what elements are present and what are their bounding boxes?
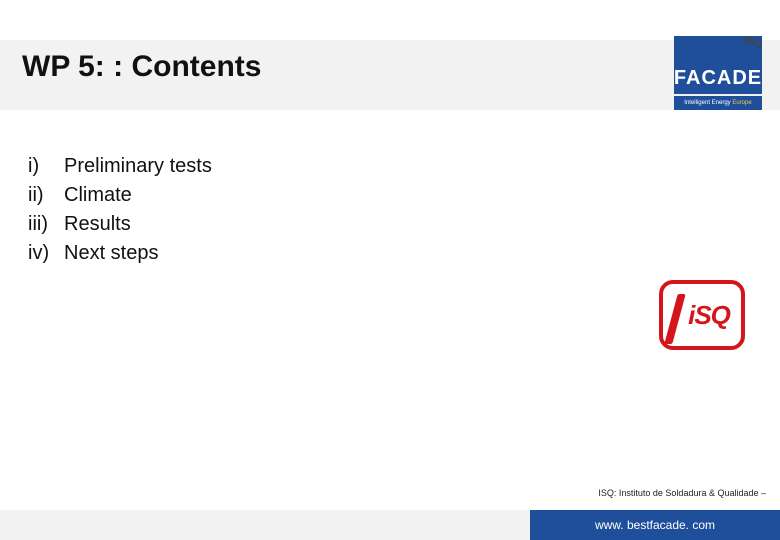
list-marker: iii) [28,213,64,236]
list-marker: i) [28,155,64,178]
list-item-text: Preliminary tests [64,155,212,178]
page-title: WP 5: : Contents [22,50,261,84]
facade-logo-text: FACADE [674,67,762,90]
isq-logo-box: iSQ [659,280,745,350]
list-item: iv) Next steps [28,242,212,265]
facade-strip-eu: Europe [731,100,752,106]
footer-url-block: www. bestfacade. com [530,510,780,540]
facade-logo-panel: BEST FACADE [674,36,762,94]
list-marker: ii) [28,184,64,207]
best-ribbon-text: BEST [741,36,762,55]
facade-logo-strip: Intelligent Energy Europe [674,96,762,110]
facade-logo: BEST FACADE Intelligent Energy Europe [674,36,762,116]
list-item-text: Climate [64,184,132,207]
slide: WP 5: : Contents BEST FACADE Intelligent… [0,0,780,540]
list-item: ii) Climate [28,184,212,207]
list-item: i) Preliminary tests [28,155,212,178]
contents-list: i) Preliminary tests ii) Climate iii) Re… [28,155,212,271]
facade-strip-prefix: Intelligent Energy [684,100,730,106]
list-item-text: Results [64,213,131,236]
footer-url: www. bestfacade. com [595,518,715,532]
list-item-text: Next steps [64,242,158,265]
list-item: iii) Results [28,213,212,236]
isq-logo: iSQ [659,280,745,350]
credit-line: ISQ: Instituto de Soldadura & Qualidade … [598,488,766,498]
list-marker: iv) [28,242,64,265]
facade-strip-text: Intelligent Energy Europe [684,100,751,106]
